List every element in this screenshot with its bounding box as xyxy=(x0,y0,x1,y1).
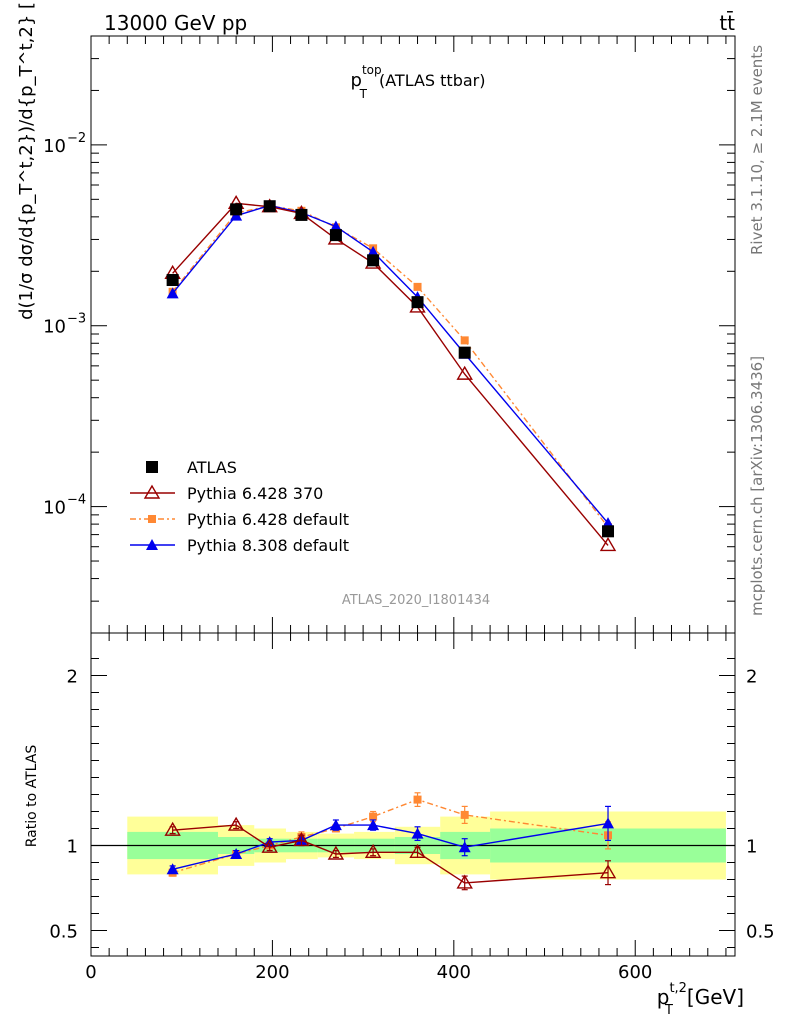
ratio-point-py6_default xyxy=(460,810,469,819)
ratio-point-py6_370 xyxy=(261,838,278,853)
main-y-tick-label: 10 xyxy=(43,498,66,519)
ratio-point-py6_370 xyxy=(227,816,245,831)
ratio-point-py6_370 xyxy=(164,821,181,836)
main-line-py6_default xyxy=(172,205,609,528)
legend-label-py6_370: Pythia 6.428 370 xyxy=(187,484,323,503)
legend-marker-py8 xyxy=(146,539,158,550)
main-point-py6_370 xyxy=(456,365,473,380)
main-point-py6_370 xyxy=(599,537,617,552)
legend-entry-py6_370: Pythia 6.428 370 xyxy=(130,484,323,503)
main-point-py8 xyxy=(367,245,380,257)
ratio-point-py8 xyxy=(166,863,179,875)
ratio-y-tick-label: 0.5 xyxy=(49,922,78,943)
legend-entry-atlas: ATLAS xyxy=(146,458,237,477)
main-y-tick-exp: −3 xyxy=(67,312,86,327)
main-ylabel: d(1/σ dσ/d{p_T^t,2})/d{p_T^t,2} [1/GeV] xyxy=(16,0,37,320)
legend-marker-py6_default xyxy=(148,515,156,523)
ratio-point-py8 xyxy=(411,827,424,839)
main-point-py6_default xyxy=(413,282,422,291)
ratio-y-tick-label: 1 xyxy=(67,837,78,858)
main-y-tick-exp: −2 xyxy=(67,131,86,146)
xlabel-sub: T xyxy=(664,1003,673,1018)
main-point-atlas xyxy=(263,200,276,213)
ratio-point-py6_370 xyxy=(599,864,617,879)
ratio-frame xyxy=(90,632,736,957)
main-point-atlas xyxy=(166,274,179,287)
main-point-atlas xyxy=(329,229,342,242)
xlabel-main: p xyxy=(657,985,670,1009)
main-point-atlas xyxy=(230,203,243,216)
main-y-tick-label: 10 xyxy=(43,136,66,157)
analysis-watermark: ATLAS_2020_I1801434 xyxy=(342,593,490,608)
ratio-y-tick-label: 2 xyxy=(67,667,78,688)
ratio-point-py6_default xyxy=(413,795,422,804)
x-tick-label: 400 xyxy=(437,962,471,983)
xlabel-sup: t,2 xyxy=(669,981,687,996)
main-line-py8 xyxy=(172,204,609,524)
main-point-atlas xyxy=(458,346,471,359)
ratio-ylabel: Ratio to ATLAS xyxy=(24,745,40,848)
ratio-point-py6_370 xyxy=(364,843,382,858)
legend-entry-py8: Pythia 8.308 default xyxy=(130,536,349,555)
main-point-atlas xyxy=(411,296,424,309)
title-main: p xyxy=(351,70,362,91)
main-point-py8 xyxy=(329,220,342,232)
ratio-point-py6_370 xyxy=(327,845,345,860)
ratio-point-py8 xyxy=(329,819,342,831)
legend-label-py6_default: Pythia 6.428 default xyxy=(187,510,349,529)
main-y-tick-exp: −4 xyxy=(67,493,86,508)
ratio-point-py8 xyxy=(367,819,380,831)
x-tick-label: 0 xyxy=(85,962,96,983)
main-y-tick-label: 10 xyxy=(43,317,66,338)
main-ylabel-text: d(1/σ dσ/d{p_T^t,2})/d{p_T^t,2} [1/GeV] xyxy=(16,0,37,320)
ratio-panel: 0.5 0.5 1 1 2 2 0 200 400 600 xyxy=(49,632,775,983)
legend-entry-py6_default: Pythia 6.428 default xyxy=(130,510,349,529)
title-sub: T xyxy=(359,87,368,101)
process-label: tt̄ xyxy=(719,10,735,35)
main-point-py6_default xyxy=(460,336,469,345)
title-suffix: (ATLAS ttbar) xyxy=(379,71,486,90)
ratio-point-py6_370 xyxy=(293,832,310,847)
ratio-y-tick-label-right: 0.5 xyxy=(746,922,775,943)
xlabel-unit: [GeV] xyxy=(687,985,744,1009)
ratio-y-tick-label-right: 1 xyxy=(746,837,757,858)
legend-label-py8: Pythia 8.308 default xyxy=(187,536,349,555)
ratio-y-tick-label-right: 2 xyxy=(746,667,757,688)
main-point-atlas xyxy=(367,254,380,267)
legend-marker-atlas xyxy=(146,461,158,473)
ratio-point-py6_default xyxy=(369,812,378,821)
energy-label: 13000 GeV pp xyxy=(104,11,247,35)
ratio-point-py8 xyxy=(230,848,243,859)
ratio-point-py8 xyxy=(458,841,471,853)
main-point-atlas xyxy=(295,208,308,221)
legend-marker-py6_370 xyxy=(143,484,161,499)
main-point-atlas xyxy=(602,525,615,538)
ratio-point-py6_370 xyxy=(456,874,473,889)
ratio-point-py8 xyxy=(602,817,615,829)
legend: ATLAS Pythia 6.428 370 Pythia 6.428 defaul… xyxy=(130,458,349,555)
main-point-py8 xyxy=(166,287,179,299)
title-sup: top xyxy=(362,63,382,77)
main-plot-title: ptop T (ATLAS ttbar) xyxy=(351,63,486,101)
x-tick-label: 600 xyxy=(618,962,652,983)
ratio-point-py6_370 xyxy=(409,843,426,858)
x-tick-label: 200 xyxy=(255,962,289,983)
rivet-version-label: Rivet 3.1.10, ≥ 2.1M events xyxy=(748,45,766,255)
mcplots-label: mcplots.cern.ch [arXiv:1306.3436] xyxy=(748,356,766,616)
legend-label-atlas: ATLAS xyxy=(187,458,237,477)
main-panel: 10−210−310−4 xyxy=(43,35,736,634)
x-axis-label: pt,2 T [GeV] xyxy=(657,981,744,1018)
